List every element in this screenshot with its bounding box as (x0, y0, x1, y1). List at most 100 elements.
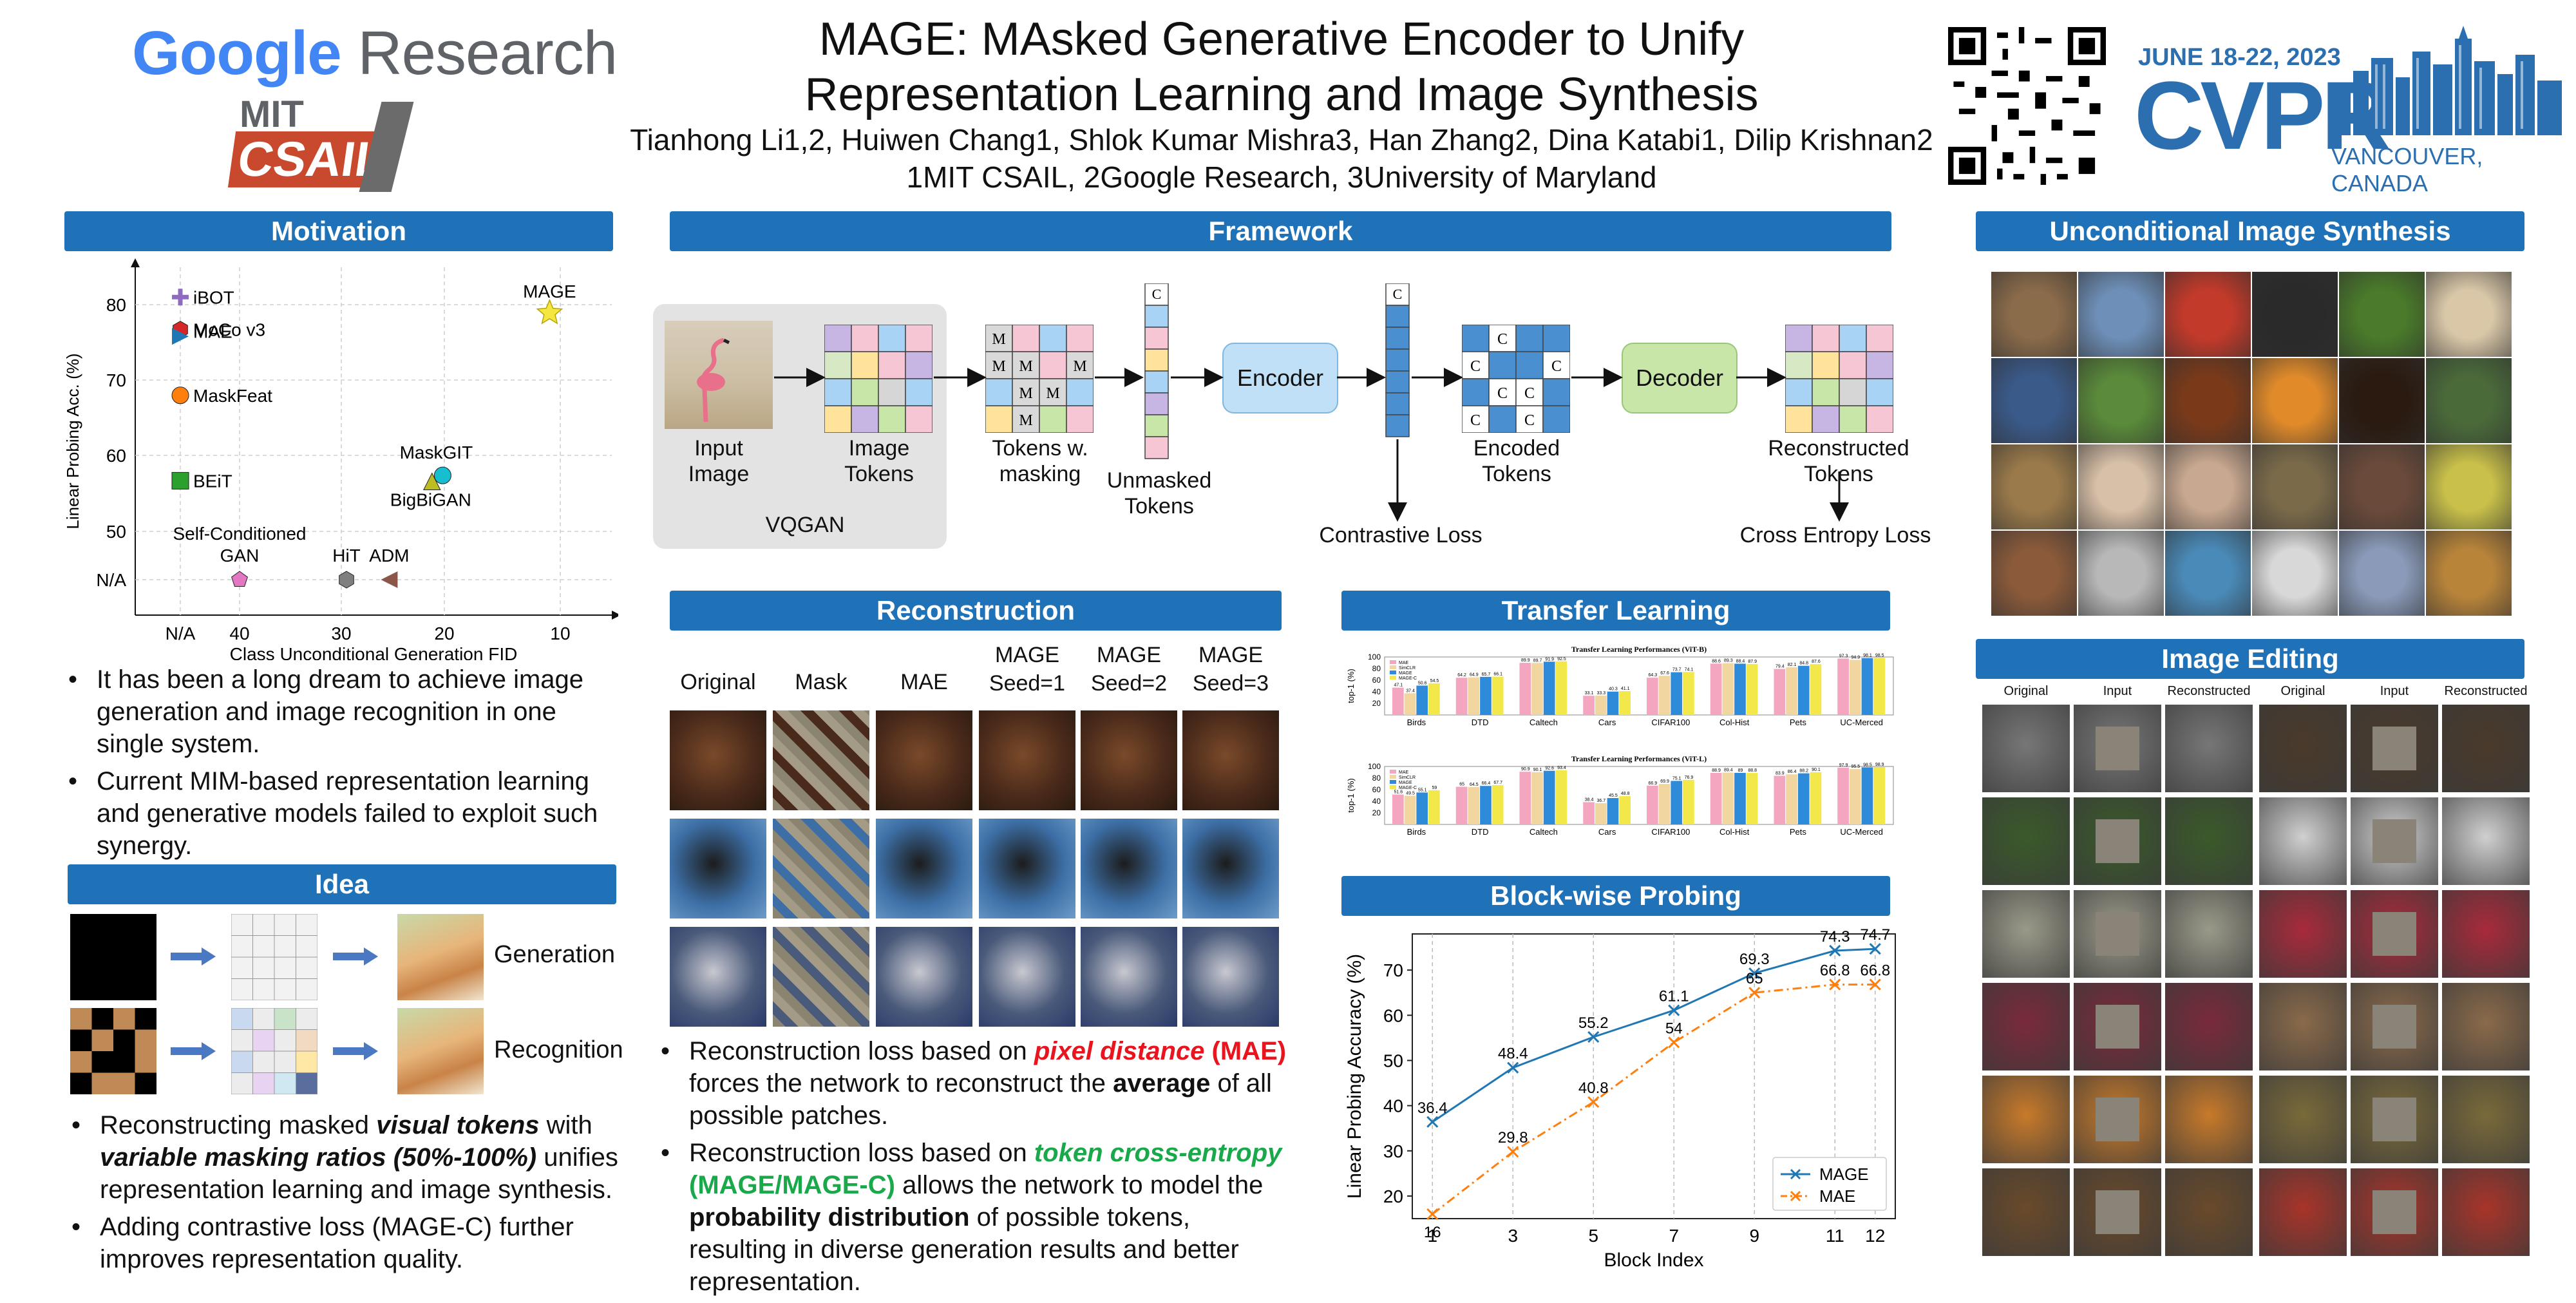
x-tick-label: 10 (550, 623, 570, 643)
pixel-distance-emphasis: pixel distance (1034, 1037, 1205, 1065)
transfer-bar-value: 98.5 (1875, 653, 1884, 658)
transfer-bar (1786, 774, 1797, 824)
idea-bullets: Reconstructing masked visual tokens with… (68, 1109, 621, 1280)
transfer-bar (1746, 773, 1758, 824)
transfer-bar-value: 88.9 (1712, 768, 1721, 773)
editing-column-header: Reconstructed (2167, 684, 2251, 698)
unmasked-tokens-label: Unmasked Tokens (1106, 468, 1212, 518)
cls-token-letter: C (1524, 385, 1535, 402)
scatter-point-maskfeat (171, 386, 189, 404)
transfer-bar (1480, 786, 1492, 824)
transfer-bar (1658, 676, 1671, 715)
editing-image (2259, 1076, 2347, 1163)
unconditional-sample-image (2165, 358, 2251, 443)
transfer-bar (1468, 677, 1480, 715)
reconstruction-bullet-2-text: allows the network to model the (895, 1171, 1264, 1199)
empty-token-cell (252, 935, 275, 958)
idea-bullet-1-text: Reconstructing masked (100, 1111, 377, 1139)
transfer-bar-value: 49.5 (1406, 791, 1415, 795)
section-unconditional-synthesis: Unconditional Image Synthesis (1976, 211, 2524, 251)
x-tick-label: 9 (1749, 1226, 1759, 1246)
transfer-bar (1647, 785, 1658, 824)
masked-patch (113, 1072, 135, 1094)
mask-token-letter: M (1019, 358, 1032, 375)
section-image-editing: Image Editing (1976, 639, 2524, 679)
x-tick-label: 12 (1865, 1226, 1885, 1246)
reconstruction-image (876, 819, 972, 918)
masked-patch (70, 1051, 92, 1073)
transfer-bar-value: 86.4 (1788, 770, 1797, 774)
reconstruction-bullet-2: Reconstruction loss based on token cross… (657, 1137, 1291, 1298)
section-reconstruction: Reconstruction (670, 591, 1282, 631)
transfer-bar (1492, 676, 1504, 715)
series-marker (1587, 1031, 1600, 1043)
editing-image (2074, 1168, 2161, 1256)
transfer-bar-value: 41.1 (1621, 687, 1630, 691)
unconditional-sample-image (2426, 531, 2512, 616)
reconstructed-token-cell (1866, 324, 1894, 352)
empty-token-cell (296, 978, 318, 1001)
editing-image (2259, 890, 2347, 978)
editing-image (2165, 1168, 2253, 1256)
transfer-category-label: UC-Merced (1840, 827, 1882, 837)
masked-token-cell (985, 378, 1013, 406)
scatter-point-self-conditioned-gan (231, 571, 248, 587)
transfer-bar-value: 75.1 (1672, 776, 1681, 781)
transfer-bar-value: 88.8 (1748, 768, 1757, 773)
editing-image (2351, 705, 2438, 792)
transfer-bar (1416, 685, 1428, 715)
transfer-bar-value: 69.9 (1660, 779, 1669, 784)
y-tick-label: 40 (1383, 1096, 1403, 1116)
transfer-legend-label: MAE (1399, 661, 1409, 665)
transfer-bar (1619, 691, 1631, 715)
reconstructed-token-cell (1785, 405, 1813, 433)
reconstructed-tokens-grid (1785, 324, 1894, 433)
point-label: MaskGIT (400, 442, 473, 462)
encoded-tokens-label: Encoded Tokens (1473, 436, 1560, 486)
reconstruction-column-header: Original (680, 670, 756, 694)
editing-image (2442, 890, 2530, 978)
cls-token-letter: C (1524, 412, 1535, 429)
arrow-icon (171, 1042, 216, 1060)
data-label: 65 (1746, 970, 1763, 987)
data-label: 29.8 (1498, 1129, 1528, 1146)
reconstructed-token-cell (1812, 405, 1840, 433)
transfer-bar-value: 64.3 (1649, 673, 1658, 678)
city-skyline-graphic (2331, 26, 2563, 142)
masked-patch (91, 1072, 113, 1094)
transfer-bar (1774, 775, 1786, 824)
partial-token-cell (274, 1007, 296, 1030)
masked-region (2372, 1098, 2416, 1141)
data-label: 61.1 (1659, 988, 1689, 1005)
empty-token-cell (274, 913, 296, 936)
data-label: 40.8 (1578, 1079, 1609, 1097)
generation-label: Generation (494, 941, 616, 968)
transfer-category-label: Caltech (1530, 827, 1558, 837)
unmasked-tokens-column: C (1144, 283, 1170, 464)
data-label: 48.4 (1498, 1045, 1528, 1063)
data-label: 55.2 (1578, 1014, 1609, 1032)
transfer-bar (1797, 665, 1810, 715)
partial-token-cell (252, 1029, 275, 1052)
transfer-category-label: Birds (1407, 718, 1426, 727)
transfer-bar (1774, 669, 1786, 715)
transfer-legend-label: SimCLR (1399, 666, 1416, 671)
empty-token-cell (231, 913, 253, 936)
unconditional-sample-image (2078, 444, 2164, 529)
image-token-cell (878, 324, 906, 352)
transfer-bar-value: 89.9 (1521, 658, 1530, 663)
legend-label: MAGE (1819, 1165, 1869, 1184)
reconstructed-kitten-image (397, 1008, 484, 1094)
transfer-bar-value: 51.6 (1394, 790, 1403, 795)
masked-region (2096, 912, 2139, 956)
transfer-legend-swatch (1390, 665, 1396, 669)
tokens-masking-label: Tokens w. masking (992, 436, 1088, 486)
transfer-bar-value: 36.7 (1596, 799, 1605, 803)
transfer-bar (1861, 658, 1873, 715)
reconstruction-column-header: MAGE Seed=3 (1192, 643, 1269, 696)
masked-patch (91, 1008, 113, 1030)
point-label: ADM (369, 546, 409, 566)
contrastive-loss-label: Contrastive Loss (1319, 523, 1482, 547)
transfer-legend-label: MAGE-C (1399, 786, 1417, 790)
transfer-bar-value: 59 (1432, 786, 1437, 790)
